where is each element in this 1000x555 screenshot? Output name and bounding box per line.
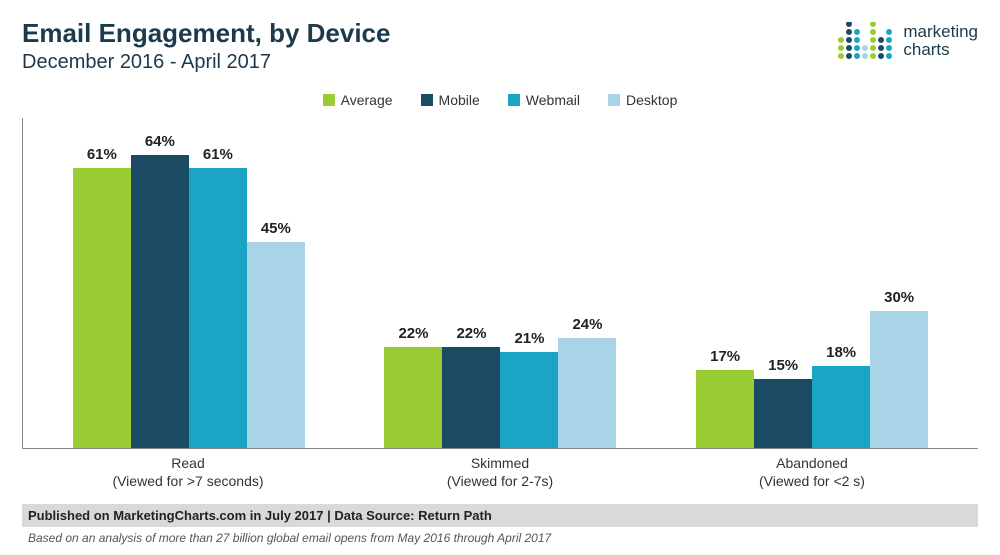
x-axis-labels: Read(Viewed for >7 seconds)Skimmed(Viewe…	[22, 449, 978, 490]
x-axis-label: Abandoned(Viewed for <2 s)	[696, 455, 928, 490]
bar: 18%	[812, 366, 870, 449]
bar-value-label: 24%	[572, 316, 602, 333]
bar: 17%	[696, 370, 754, 448]
legend-swatch	[421, 94, 433, 106]
bar: 21%	[500, 352, 558, 448]
bar-group: 17%15%18%30%	[696, 118, 928, 448]
bar: 61%	[189, 168, 247, 448]
bar: 30%	[870, 311, 928, 449]
x-label-line1: Abandoned	[696, 455, 928, 473]
legend-item: Desktop	[608, 92, 677, 108]
bar-value-label: 22%	[456, 325, 486, 342]
legend-item: Mobile	[421, 92, 480, 108]
bar-value-label: 18%	[826, 344, 856, 361]
bar-value-label: 15%	[768, 357, 798, 374]
logo-text-line1: marketing	[903, 23, 978, 41]
bar-group: 22%22%21%24%	[384, 118, 616, 448]
legend-swatch	[608, 94, 620, 106]
bar-value-label: 22%	[398, 325, 428, 342]
x-label-line1: Read	[72, 455, 304, 473]
chart-subtitle: December 2016 - April 2017	[22, 51, 837, 74]
header: Email Engagement, by Device December 201…	[22, 18, 978, 74]
bar: 45%	[247, 242, 305, 448]
logo-text-line2: charts	[903, 41, 978, 59]
bar: 22%	[442, 347, 500, 448]
x-axis-label: Skimmed(Viewed for 2-7s)	[384, 455, 616, 490]
bar-value-label: 21%	[514, 330, 544, 347]
bar: 24%	[558, 338, 616, 448]
chart-plot-area: 61%64%61%45%22%22%21%24%17%15%18%30%	[22, 118, 978, 449]
bar: 64%	[131, 155, 189, 448]
bar-value-label: 61%	[87, 146, 117, 163]
bar-value-label: 30%	[884, 289, 914, 306]
x-label-line2: (Viewed for <2 s)	[696, 473, 928, 491]
bar: 15%	[754, 379, 812, 448]
x-axis-label: Read(Viewed for >7 seconds)	[72, 455, 304, 490]
x-label-line2: (Viewed for >7 seconds)	[72, 473, 304, 491]
logo-dots-icon	[837, 22, 893, 60]
x-label-line1: Skimmed	[384, 455, 616, 473]
legend-item: Webmail	[508, 92, 580, 108]
brand-logo: marketing charts	[837, 22, 978, 60]
bar-group: 61%64%61%45%	[73, 118, 305, 448]
footer: Published on MarketingCharts.com in July…	[22, 504, 978, 555]
bar-value-label: 45%	[261, 220, 291, 237]
bar: 61%	[73, 168, 131, 448]
legend-item: Average	[323, 92, 393, 108]
legend-swatch	[508, 94, 520, 106]
legend-label: Average	[341, 92, 393, 108]
legend-label: Mobile	[439, 92, 480, 108]
legend: Average Mobile Webmail Desktop	[22, 92, 978, 108]
bar-value-label: 17%	[710, 348, 740, 365]
bar: 22%	[384, 347, 442, 448]
legend-label: Desktop	[626, 92, 677, 108]
legend-swatch	[323, 94, 335, 106]
chart-title: Email Engagement, by Device	[22, 18, 837, 49]
footer-note: Based on an analysis of more than 27 bil…	[22, 527, 978, 555]
x-label-line2: (Viewed for 2-7s)	[384, 473, 616, 491]
legend-label: Webmail	[526, 92, 580, 108]
footer-attribution: Published on MarketingCharts.com in July…	[22, 504, 978, 527]
bar-value-label: 64%	[145, 133, 175, 150]
bar-value-label: 61%	[203, 146, 233, 163]
